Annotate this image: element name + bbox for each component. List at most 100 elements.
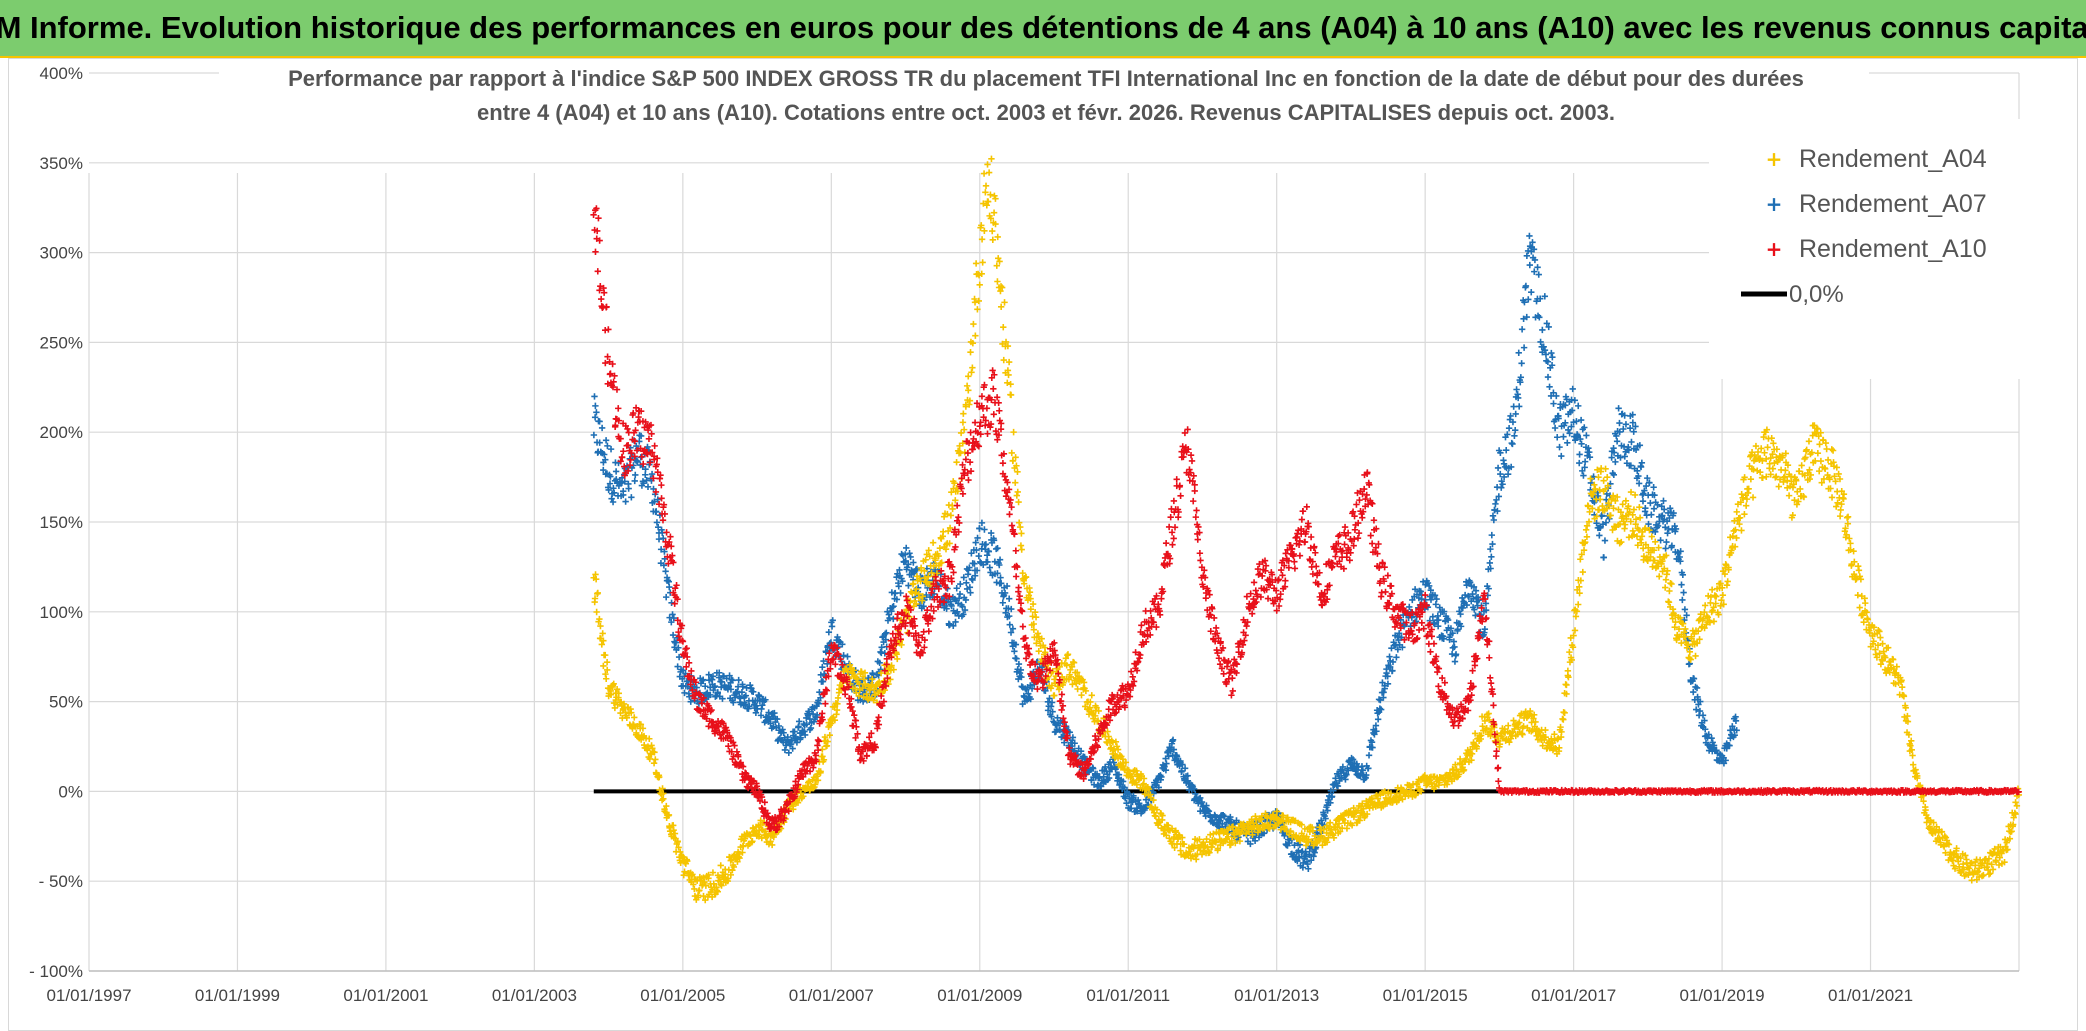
a07-point: [1339, 763, 1347, 771]
a04-point: [600, 637, 607, 644]
a07-point: [1701, 717, 1708, 724]
a07-point: [1481, 626, 1489, 633]
a07-point: [1306, 851, 1313, 859]
a07-point: [1621, 453, 1628, 460]
a04-point: [650, 759, 658, 767]
a07-point: [640, 479, 647, 487]
a07-point: [610, 489, 618, 496]
a04-point: [1034, 630, 1042, 637]
a04-point: [1128, 773, 1135, 780]
a07-point: [923, 591, 930, 599]
a07-point: [1630, 428, 1637, 435]
gridlines: [88, 72, 2020, 972]
a07-point: [1697, 698, 1704, 705]
a04-point: [951, 479, 958, 487]
a07-point: [591, 414, 599, 421]
a04-point: [747, 832, 754, 840]
a04-point: [987, 215, 995, 222]
a07-point: [1048, 713, 1055, 720]
a07-point: [1699, 712, 1707, 719]
a07-point: [716, 669, 723, 676]
a07-point: [1625, 446, 1632, 454]
a07-point: [1384, 680, 1392, 688]
a04-point: [824, 738, 831, 745]
plot-area: [590, 155, 2023, 904]
a04-point: [985, 169, 993, 176]
a07-point: [974, 534, 981, 542]
a07-point: [1644, 474, 1651, 482]
a07-point: [1696, 707, 1704, 715]
a04-point: [1133, 781, 1141, 788]
x-tick-label: 01/01/1997: [46, 986, 131, 1005]
a07-point: [1576, 451, 1583, 458]
a07-point: [893, 596, 901, 603]
a07-point: [910, 559, 917, 566]
a07-point: [1007, 629, 1015, 636]
a07-point: [609, 498, 617, 506]
a07-point: [591, 393, 598, 400]
a07-point: [1544, 373, 1552, 381]
a07-point: [1374, 716, 1382, 723]
a04-point: [946, 524, 954, 532]
a07-point: [596, 439, 603, 446]
a04-point: [724, 875, 732, 882]
a04-point: [917, 578, 924, 585]
a07-point: [1681, 616, 1688, 624]
a04-point: [1030, 626, 1038, 633]
a07-point: [983, 552, 991, 559]
a04-point: [957, 429, 965, 437]
a04-point: [984, 198, 992, 205]
a04-point: [990, 209, 998, 216]
a07-point: [621, 478, 628, 485]
a07-point: [1572, 436, 1579, 444]
a07-point: [699, 676, 707, 683]
a07-point: [1334, 782, 1342, 790]
a04-point: [965, 387, 972, 394]
a07-point: [642, 465, 649, 473]
a04-point: [940, 513, 948, 520]
a07-point: [1636, 442, 1644, 449]
a07-point: [1472, 587, 1480, 594]
a07-point: [1431, 592, 1439, 599]
a04-point: [856, 680, 863, 688]
a07-point: [1568, 423, 1575, 430]
a07-point: [1006, 621, 1013, 628]
a04-point: [976, 281, 983, 289]
a07-point: [1616, 419, 1623, 427]
a07-point: [1178, 767, 1185, 775]
a07-point: [628, 494, 635, 501]
a07-point: [1583, 432, 1590, 439]
y-tick-label: 150%: [40, 513, 83, 532]
a07-point: [1450, 638, 1458, 645]
a04-point: [922, 556, 929, 564]
a07-point: [1596, 532, 1603, 539]
a07-point: [757, 712, 765, 719]
a04-point: [910, 580, 917, 587]
x-tick-label: 01/01/2011: [1086, 986, 1170, 1005]
a07-point: [1465, 593, 1473, 601]
a07-point: [1515, 403, 1523, 410]
a07-point: [738, 689, 746, 696]
a07-point: [899, 577, 906, 585]
a07-point: [1575, 402, 1582, 410]
a04-point: [888, 662, 895, 669]
a07-point: [726, 672, 733, 679]
a04-point: [894, 655, 901, 663]
a07-point: [1105, 774, 1113, 782]
a07-point: [1166, 744, 1174, 752]
a07-point: [1560, 433, 1567, 440]
a07-point: [896, 566, 903, 574]
a07-point: [1296, 854, 1303, 862]
a07-point: [1635, 480, 1643, 487]
a07-point: [1610, 471, 1618, 478]
a07-point: [1119, 778, 1127, 785]
a07-point: [1522, 282, 1530, 290]
a04-point: [972, 260, 980, 267]
a07-point: [593, 409, 600, 416]
a07-point: [707, 691, 714, 699]
a07-point: [1487, 545, 1494, 553]
a07-point: [711, 683, 719, 690]
a07-point: [902, 557, 909, 565]
a04-point: [913, 585, 920, 593]
a07-point: [987, 529, 995, 537]
